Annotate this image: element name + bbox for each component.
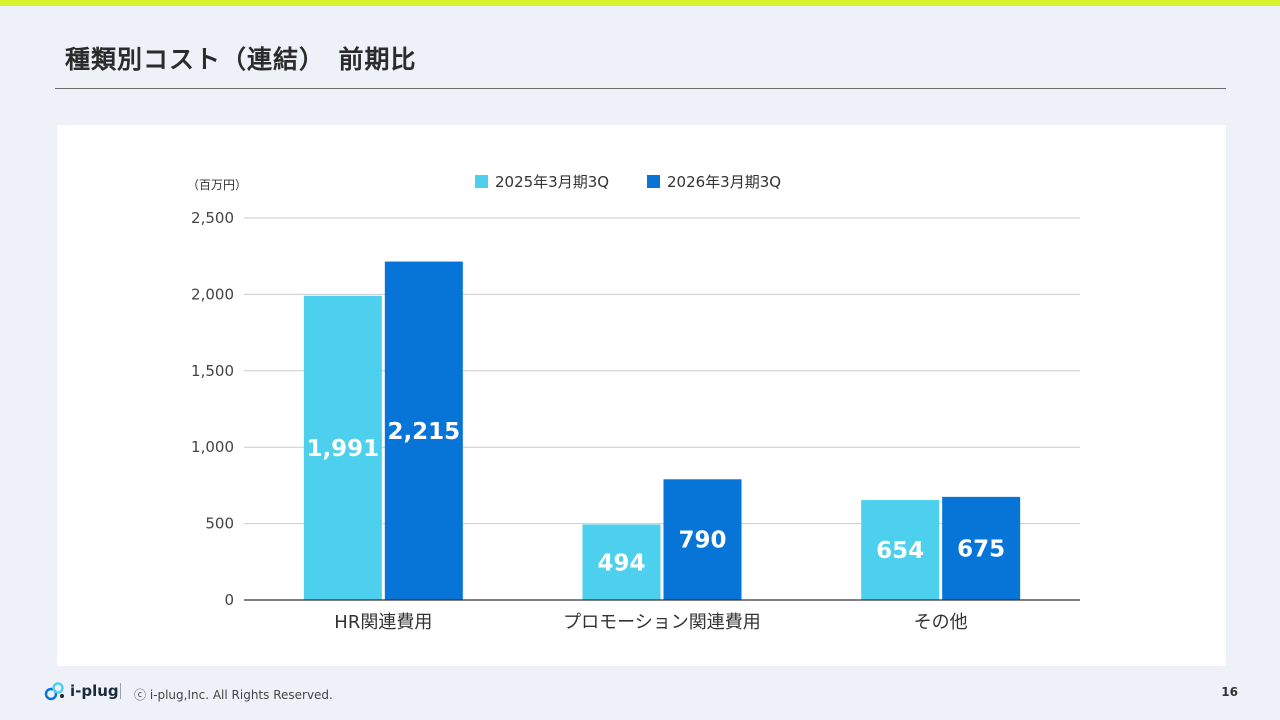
chart-panel: 0 500 1,000 1,500 2,000 2,500 （百万円） 1,991 2,215 H… — [57, 125, 1226, 666]
y-tick-label: 2,000 — [191, 285, 234, 303]
title-divider — [55, 88, 1226, 89]
bar — [663, 479, 742, 600]
bar-value-label: 2,215 — [387, 419, 460, 445]
copyright-text: ⓒ i-plug,Inc. All Rights Reserved. — [134, 688, 333, 702]
bar-value-label: 1,991 — [306, 436, 379, 462]
top-accent-bar — [0, 0, 1280, 6]
legend-swatch — [647, 175, 660, 188]
page-number: 16 — [1221, 685, 1238, 699]
x-tick-label: プロモーション関連費用 — [563, 612, 761, 633]
y-tick-label: 1,500 — [191, 362, 234, 380]
y-tick-label: 2,500 — [191, 209, 234, 227]
y-tick-label: 1,000 — [191, 438, 234, 456]
bar-chart: 0 500 1,000 1,500 2,000 2,500 （百万円） 1,991 2,215 H… — [187, 173, 1080, 633]
footer-separator — [120, 683, 121, 699]
y-unit-label: （百万円） — [187, 178, 247, 192]
bar-value-label: 654 — [876, 538, 924, 564]
bar — [582, 524, 661, 600]
bar-value-label: 790 — [678, 528, 726, 554]
logo-mark-icon — [44, 682, 64, 701]
page-title: 種類別コスト（連結） 前期比 — [65, 45, 417, 74]
company-logo: i-plug — [44, 681, 119, 701]
x-tick-label: HR関連費用 — [334, 612, 432, 633]
bar — [384, 261, 463, 600]
legend-swatch — [475, 175, 488, 188]
x-tick-label: その他 — [914, 612, 968, 633]
y-tick-label: 500 — [205, 515, 234, 533]
bar-value-label: 494 — [597, 550, 645, 576]
logo-text: i-plug — [70, 682, 119, 700]
bar — [861, 500, 940, 600]
bar — [942, 496, 1021, 600]
bar — [303, 295, 382, 600]
bar-value-label: 675 — [957, 536, 1005, 562]
legend-label: 2025年3月期3Q — [495, 173, 609, 191]
legend-label: 2026年3月期3Q — [667, 173, 781, 191]
y-tick-label: 0 — [224, 591, 234, 609]
